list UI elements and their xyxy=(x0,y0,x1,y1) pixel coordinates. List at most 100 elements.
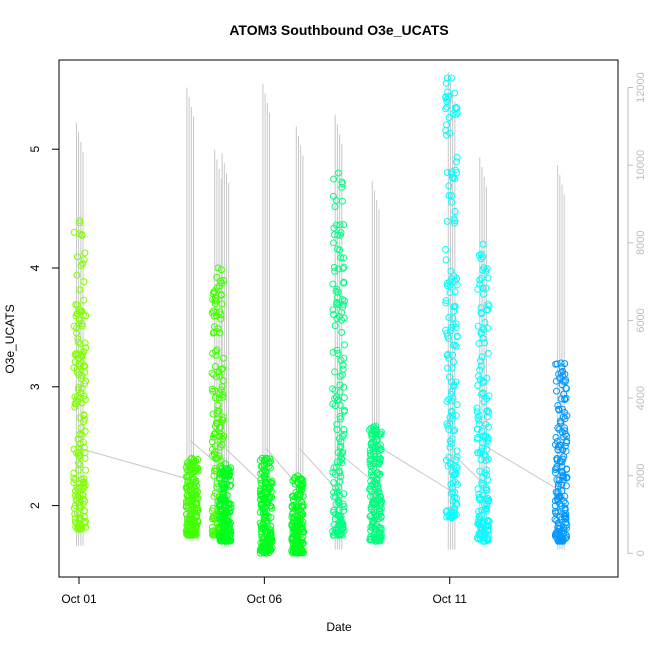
data-point xyxy=(80,415,88,423)
data-point xyxy=(475,340,483,348)
data-point xyxy=(216,502,224,510)
data-point xyxy=(554,496,562,504)
data-point xyxy=(216,515,224,523)
data-point xyxy=(448,489,456,497)
data-point xyxy=(293,543,301,551)
data-point xyxy=(209,349,217,357)
data-point xyxy=(448,513,456,521)
data-point xyxy=(448,74,456,82)
data-point xyxy=(78,320,86,328)
data-point xyxy=(262,472,270,480)
data-point xyxy=(331,368,339,376)
data-point xyxy=(445,114,453,122)
data-point xyxy=(552,360,560,368)
data-point xyxy=(299,533,307,541)
data-point xyxy=(338,371,346,379)
data-point xyxy=(475,531,483,539)
data-point xyxy=(209,290,217,298)
data-point xyxy=(80,475,88,483)
data-point xyxy=(340,430,348,438)
data-point xyxy=(267,502,275,510)
y-axis-right: 0 2000 4000 6000 8000 10000 12000 xyxy=(627,72,647,556)
data-point xyxy=(335,499,343,507)
data-point xyxy=(214,325,222,333)
data-point xyxy=(557,537,565,545)
data-point xyxy=(558,363,566,371)
data-point xyxy=(73,483,81,491)
data-point xyxy=(329,400,337,408)
data-point xyxy=(211,394,219,402)
data-point xyxy=(475,490,483,498)
data-point xyxy=(477,250,485,258)
data-point xyxy=(476,366,484,374)
data-point xyxy=(478,353,486,361)
data-point xyxy=(208,507,216,515)
data-point xyxy=(77,424,85,432)
data-point xyxy=(331,526,339,534)
data-point xyxy=(449,411,457,419)
data-point xyxy=(479,481,487,489)
data-point xyxy=(478,427,486,435)
data-point xyxy=(339,264,347,272)
data-point xyxy=(552,488,560,496)
data-point xyxy=(331,386,339,394)
altitude-transit-line xyxy=(451,452,484,484)
data-point xyxy=(335,169,342,177)
data-point xyxy=(258,454,266,462)
data-point xyxy=(216,432,224,440)
data-point xyxy=(376,456,384,464)
data-point xyxy=(334,245,342,253)
altitude-transit-line xyxy=(79,448,191,481)
data-point xyxy=(473,404,481,412)
data-point xyxy=(553,455,561,463)
data-point xyxy=(261,513,269,521)
data-point xyxy=(483,438,491,446)
data-point xyxy=(288,522,296,530)
data-point xyxy=(451,504,459,512)
data-point xyxy=(208,385,216,393)
data-point xyxy=(191,487,199,495)
data-point xyxy=(226,476,234,484)
data-point xyxy=(554,480,562,488)
data-point xyxy=(443,420,451,428)
data-point xyxy=(209,514,217,522)
data-point xyxy=(76,219,84,227)
data-point xyxy=(556,500,564,508)
data-point xyxy=(561,511,569,519)
data-point xyxy=(340,341,348,349)
data-point xyxy=(483,265,491,273)
data-point xyxy=(484,306,492,314)
data-point xyxy=(188,509,196,517)
data-point xyxy=(80,444,88,452)
data-point xyxy=(443,217,451,225)
data-point xyxy=(70,469,78,477)
data-point xyxy=(76,340,84,348)
data-point xyxy=(476,280,484,288)
data-point xyxy=(78,431,86,439)
data-point xyxy=(79,491,87,499)
data-point xyxy=(70,474,78,482)
data-point xyxy=(474,382,482,390)
data-point xyxy=(330,310,338,318)
data-point xyxy=(483,471,491,479)
data-point xyxy=(258,543,266,551)
data-point xyxy=(80,483,88,491)
data-point xyxy=(294,506,302,514)
data-point xyxy=(258,546,266,554)
data-point xyxy=(376,441,384,449)
data-point xyxy=(452,465,460,473)
data-point xyxy=(214,264,222,272)
data-point xyxy=(374,485,382,493)
data-point xyxy=(75,459,83,467)
data-point xyxy=(81,380,89,388)
right-tick-label: 0 xyxy=(635,550,647,556)
data-point xyxy=(559,372,567,380)
data-point xyxy=(480,500,488,508)
data-point xyxy=(451,207,459,215)
data-point xyxy=(329,468,337,476)
data-point xyxy=(369,444,377,452)
data-point xyxy=(448,387,456,395)
data-point xyxy=(186,511,194,519)
data-point xyxy=(477,309,485,317)
data-point xyxy=(372,537,380,545)
